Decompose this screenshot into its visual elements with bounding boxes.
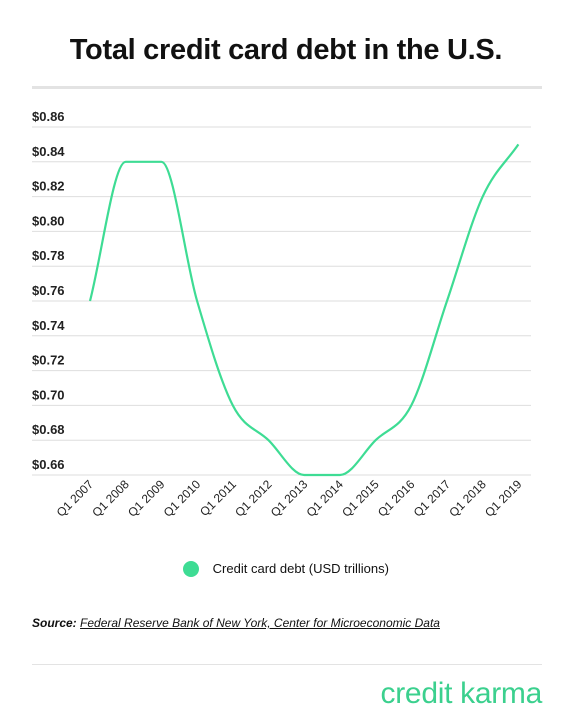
x-tick-label: Q1 2012 [232, 477, 275, 520]
title-divider [32, 86, 542, 89]
source-prefix: Source: [32, 616, 77, 630]
y-tick-label: $0.74 [32, 318, 65, 333]
x-tick-label: Q1 2017 [411, 477, 454, 520]
x-tick-label: Q1 2018 [446, 477, 489, 520]
y-tick-label: $0.70 [32, 387, 65, 402]
y-tick-label: $0.78 [32, 248, 65, 263]
y-tick-label: $0.82 [32, 179, 65, 194]
y-tick-label: $0.84 [32, 144, 65, 159]
x-tick-label: Q1 2009 [125, 477, 168, 520]
chart-title: Total credit card debt in the U.S. [69, 34, 503, 66]
y-tick-label: $0.76 [32, 283, 65, 298]
x-tick-label: Q1 2016 [375, 477, 418, 520]
x-tick-label: Q1 2014 [304, 477, 347, 520]
legend-label: Credit card debt (USD trillions) [212, 561, 389, 577]
x-tick-label: Q1 2013 [268, 477, 311, 520]
series-line-credit-card-debt [88, 143, 520, 477]
y-tick-label: $0.66 [32, 457, 65, 472]
x-tick-label: Q1 2008 [89, 477, 132, 520]
source-note: Source: Federal Reserve Bank of New York… [32, 616, 440, 630]
x-tick-label: Q1 2019 [482, 477, 525, 520]
y-tick-label: $0.86 [32, 109, 65, 124]
y-tick-label: $0.68 [32, 422, 65, 437]
chart-legend: Credit card debt (USD trillions) [0, 560, 572, 577]
line-chart: $0.66 $0.68 $0.70 $0.72 $0.74 $0.76 $0.78 $0.80… [32, 109, 531, 520]
credit-karma-logo: credit karma [380, 677, 543, 710]
x-tick-label: Q1 2015 [339, 477, 382, 520]
y-tick-label: $0.80 [32, 213, 65, 228]
source-link[interactable]: Federal Reserve Bank of New York, Center… [80, 616, 440, 630]
x-tick-label: Q1 2007 [54, 477, 97, 520]
footer-divider [32, 664, 542, 665]
x-tick-label: Q1 2010 [161, 477, 204, 520]
y-tick-label: $0.72 [32, 353, 65, 368]
legend-swatch [183, 560, 200, 577]
x-tick-label: Q1 2011 [197, 477, 239, 519]
